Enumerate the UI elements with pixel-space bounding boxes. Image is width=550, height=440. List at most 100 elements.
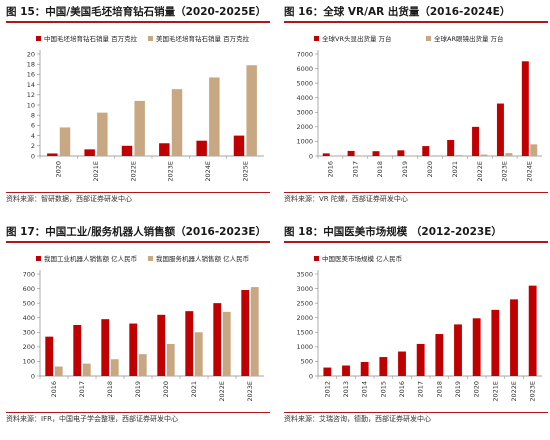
bar-2018-s2 <box>110 359 119 376</box>
x-tick-label: 2016 <box>326 161 334 178</box>
bar-2022E-s1 <box>472 126 480 156</box>
bar-2020-s2 <box>166 343 175 376</box>
bar-2023E-s2 <box>171 89 183 156</box>
y-tick-label: 5000 <box>296 79 313 87</box>
y-tick-label: 300 <box>23 329 35 337</box>
bar-2019-s1 <box>129 323 138 376</box>
bar-2023E-s1 <box>241 290 250 376</box>
bar-2024E-s2 <box>209 77 220 156</box>
x-tick-label: 2018 <box>435 381 443 398</box>
bar-chart-vr-ar: 全球VR头显出货量 万台 全球AR眼镜出货量 万台 0 1000 2000 3000 400… <box>296 34 542 182</box>
legend-label: 我国工业机器人销售额 亿人民币 <box>44 254 137 263</box>
bar-chart-medical-aesthetics: 中国医美市场规模 亿人民币 0 500 1000 1500 2000 2500 3000 350… <box>296 254 542 402</box>
bar-2020-s1 <box>422 146 430 156</box>
legend-swatch <box>36 36 41 41</box>
x-tick-label: 2016 <box>50 381 58 398</box>
x-tick-label: 2020 <box>473 381 481 398</box>
bar-2021E-s1 <box>491 309 500 376</box>
y-tick-label: 4 <box>31 132 35 140</box>
x-tick-label: 2019 <box>134 381 142 398</box>
chart-title: 图 15：中国/美国毛坯培育钻石销量（2020-2025E） <box>6 4 270 23</box>
legend-swatch <box>314 256 319 261</box>
chart-source: 资料来源：智研数据，西部证券研发中心 <box>6 192 270 206</box>
bar-2025E-s2 <box>246 65 257 156</box>
panel-medical-aesthetics: 图 18：中国医美市场规模 （2012-2023E） 中国医美市场规模 亿人民币… <box>284 224 548 434</box>
y-tick-label: 500 <box>301 358 313 366</box>
y-tick-label: 18 <box>27 61 35 69</box>
y-tick-label: 1000 <box>296 343 313 351</box>
x-tick-label: 2014 <box>361 381 369 398</box>
bar-2018-s1 <box>435 334 444 376</box>
x-tick-label: 2022E <box>510 381 518 402</box>
legend-label: 全球VR头显出货量 万台 <box>322 34 392 43</box>
bar-2023E-s2 <box>250 287 259 376</box>
bar-2021-s1 <box>447 139 455 156</box>
x-tick-label: 2021E <box>92 161 100 182</box>
bar-2022E-s2 <box>134 100 145 156</box>
legend-item: 中国毛坯培育钻石销量 百万克拉 <box>36 34 138 43</box>
legend-swatch <box>148 36 153 41</box>
bar-2021-s2 <box>194 332 203 376</box>
x-tick-label: 2022E <box>218 381 226 402</box>
y-tick-label: 1500 <box>296 329 313 337</box>
bar-2020-s1 <box>47 153 58 156</box>
bar-2019-s2 <box>138 354 147 376</box>
y-tick-label: 2500 <box>296 299 313 307</box>
legend-item: 我国工业机器人销售额 亿人民币 <box>36 254 137 263</box>
panel-cn-us-diamond: 图 15：中国/美国毛坯培育钻石销量（2020-2025E） 中国毛坯培育钻石销… <box>6 4 270 214</box>
legend-swatch <box>426 36 431 41</box>
x-tick-label: 2012 <box>323 381 331 398</box>
bar-2022E-s1 <box>121 145 133 156</box>
legend-swatch <box>36 256 41 261</box>
bar-2013-s1 <box>342 365 350 376</box>
x-tick-label: 2017 <box>351 161 359 178</box>
bar-2022E-s1 <box>510 299 518 376</box>
y-tick-label: 500 <box>23 299 35 307</box>
x-tick-label: 2024E <box>526 161 534 182</box>
panel-robots: 图 17：中国工业/服务机器人销售额（2016-2023E） 我国工业机器人销售… <box>6 224 270 434</box>
x-tick-label: 2017 <box>417 381 425 398</box>
x-tick-label: 2023E <box>501 161 509 182</box>
y-tick-label: 6000 <box>296 65 313 73</box>
y-tick-label: 600 <box>23 285 35 293</box>
bar-2022E-s2 <box>480 154 488 156</box>
x-tick-label: 2013 <box>342 381 350 398</box>
x-tick-label: 2017 <box>78 381 86 398</box>
legend-label: 全球AR眼镜出货量 万台 <box>434 34 504 43</box>
chart-source: 资料来源：艾瑞咨询，德勤，西部证券研发中心 <box>284 412 548 426</box>
bar-2019-s1 <box>397 150 405 156</box>
x-tick-label: 2025E <box>241 161 249 182</box>
bar-2014-s1 <box>360 362 369 376</box>
x-tick-label: 2020 <box>55 161 63 178</box>
bar-2019-s2 <box>405 155 413 157</box>
bar-2018-s2 <box>380 155 388 157</box>
bar-2012-s1 <box>323 367 332 376</box>
bar-2022E-s2 <box>222 311 231 376</box>
x-tick-label: 2018 <box>376 161 384 178</box>
bar-2023E-s1 <box>496 103 504 156</box>
x-tick-label: 2022E <box>129 161 137 182</box>
bar-2016-s1 <box>45 336 54 376</box>
x-tick-label: 2021 <box>451 161 459 178</box>
y-tick-label: 16 <box>27 71 35 79</box>
y-tick-label: 3000 <box>296 109 313 117</box>
panel-vr-ar: 图 16：全球 VR/AR 出货量（2016-2024E） 全球VR头显出货量 … <box>284 4 548 214</box>
legend-item: 中国医美市场规模 亿人民币 <box>314 254 402 263</box>
legend-item: 美国毛坯培育钻石销量 百万克拉 <box>148 34 250 43</box>
x-tick-label: 2020 <box>162 381 170 398</box>
legend-item: 我国服务机器人销售额 亿人民币 <box>148 254 249 263</box>
chart-source: 资料来源：IFR，中国电子学会整理，西部证券研发中心 <box>6 412 270 426</box>
x-tick-label: 2023E <box>246 381 254 402</box>
y-tick-label: 2000 <box>296 314 313 322</box>
bar-2016-s1 <box>398 351 406 376</box>
x-tick-label: 2021E <box>491 381 499 402</box>
bar-2021E-s2 <box>97 112 108 156</box>
y-tick-label: 100 <box>23 358 35 366</box>
legend-item: 全球VR头显出货量 万台 <box>314 34 392 43</box>
bar-2021-s1 <box>185 311 194 376</box>
x-tick-label: 2023E <box>529 381 537 402</box>
chart-title: 图 18：中国医美市场规模 （2012-2023E） <box>284 224 548 243</box>
bar-2016-s2 <box>54 366 63 376</box>
chart-title: 图 17：中国工业/服务机器人销售额（2016-2023E） <box>6 224 270 243</box>
y-tick-label: 12 <box>27 91 35 99</box>
